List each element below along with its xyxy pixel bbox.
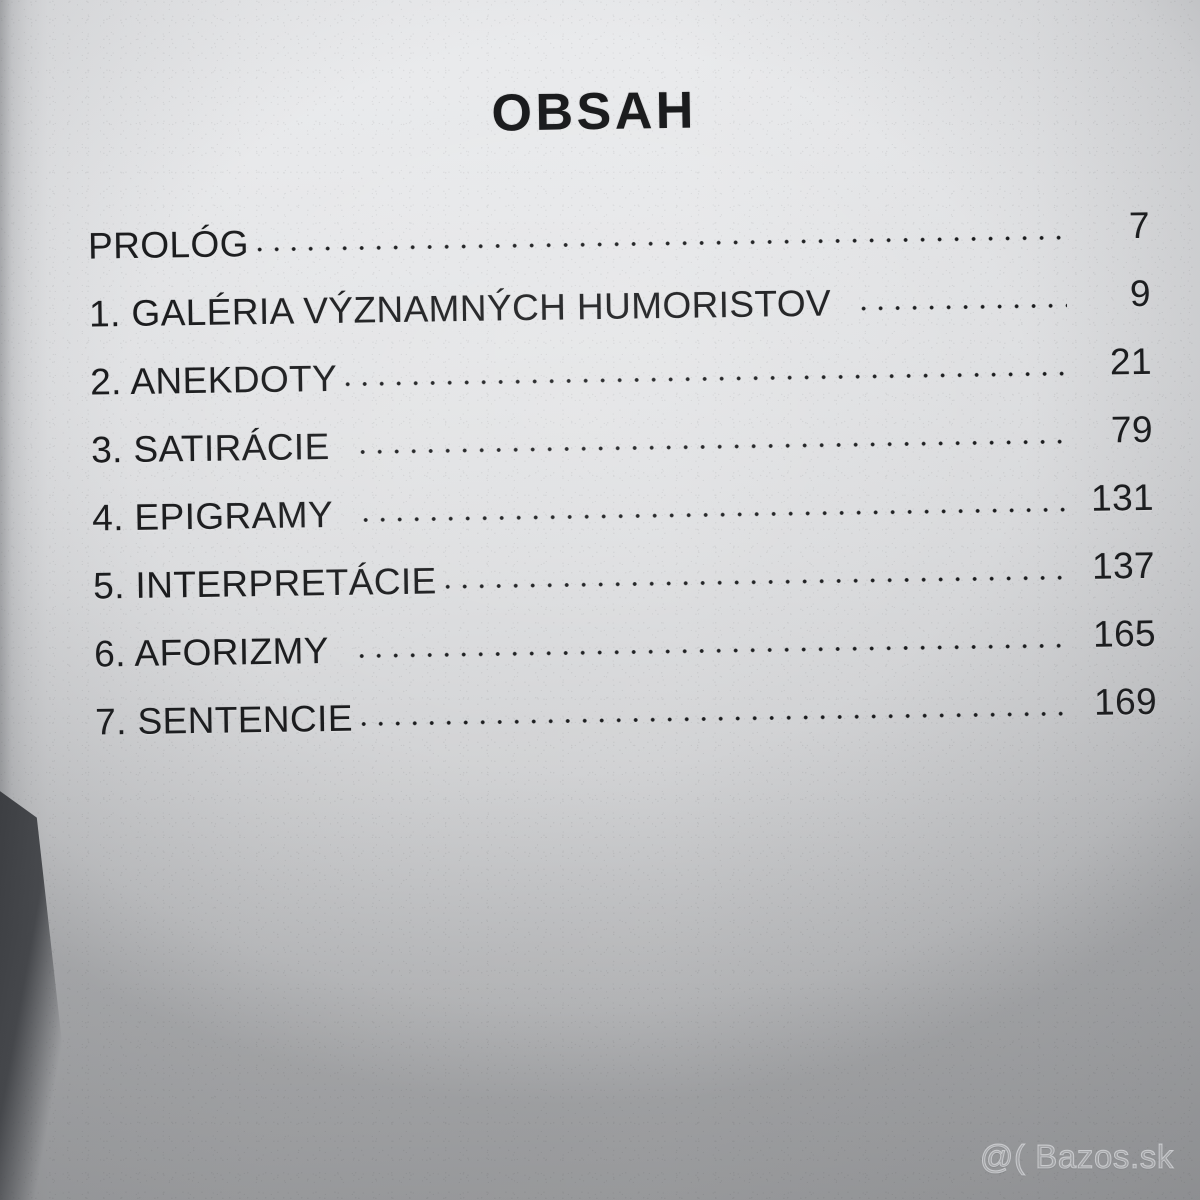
toc-entry-page-number: 137 xyxy=(1091,544,1156,587)
toc-dot-leader xyxy=(855,275,1068,315)
toc-entry-page-number: 169 xyxy=(1093,680,1158,723)
toc-entry-page-number: 131 xyxy=(1090,476,1155,519)
table-of-contents: PROLÓG 7 1. GALÉRIA VÝZNAMNÝCH HUMORISTOV 9… xyxy=(87,204,1158,766)
toc-entry-page-number: 79 xyxy=(1110,408,1154,451)
toc-entry-page-number: 7 xyxy=(1128,204,1151,247)
page-title: OBSAH xyxy=(491,81,698,143)
toc-entry-label: 7. SENTENCIE xyxy=(94,697,354,743)
toc-entry-label: 2. ANEKDOTY xyxy=(89,357,338,403)
toc-entry[interactable]: 7. SENTENCIE 169 xyxy=(94,680,1158,766)
toc-entry-label: 5. INTERPRETÁCIE xyxy=(92,560,438,607)
toc-entry-label: 1. GALÉRIA VÝZNAMNÝCH HUMORISTOV xyxy=(88,282,832,335)
watermark: @( Bazos.sk xyxy=(979,1138,1174,1176)
toc-entry-label: 6. AFORIZMY xyxy=(93,630,330,675)
toc-entry-label: 4. EPIGRAMY xyxy=(91,493,334,539)
toc-entry-page-number: 165 xyxy=(1092,612,1157,655)
toc-dot-leader xyxy=(250,207,1066,256)
toc-entry-page-number: 9 xyxy=(1129,272,1152,315)
toc-entry-label: 3. SATIRÁCIE xyxy=(90,426,330,471)
toc-entry-label: PROLÓG xyxy=(87,223,250,267)
toc-entry-page-number: 21 xyxy=(1109,340,1153,383)
